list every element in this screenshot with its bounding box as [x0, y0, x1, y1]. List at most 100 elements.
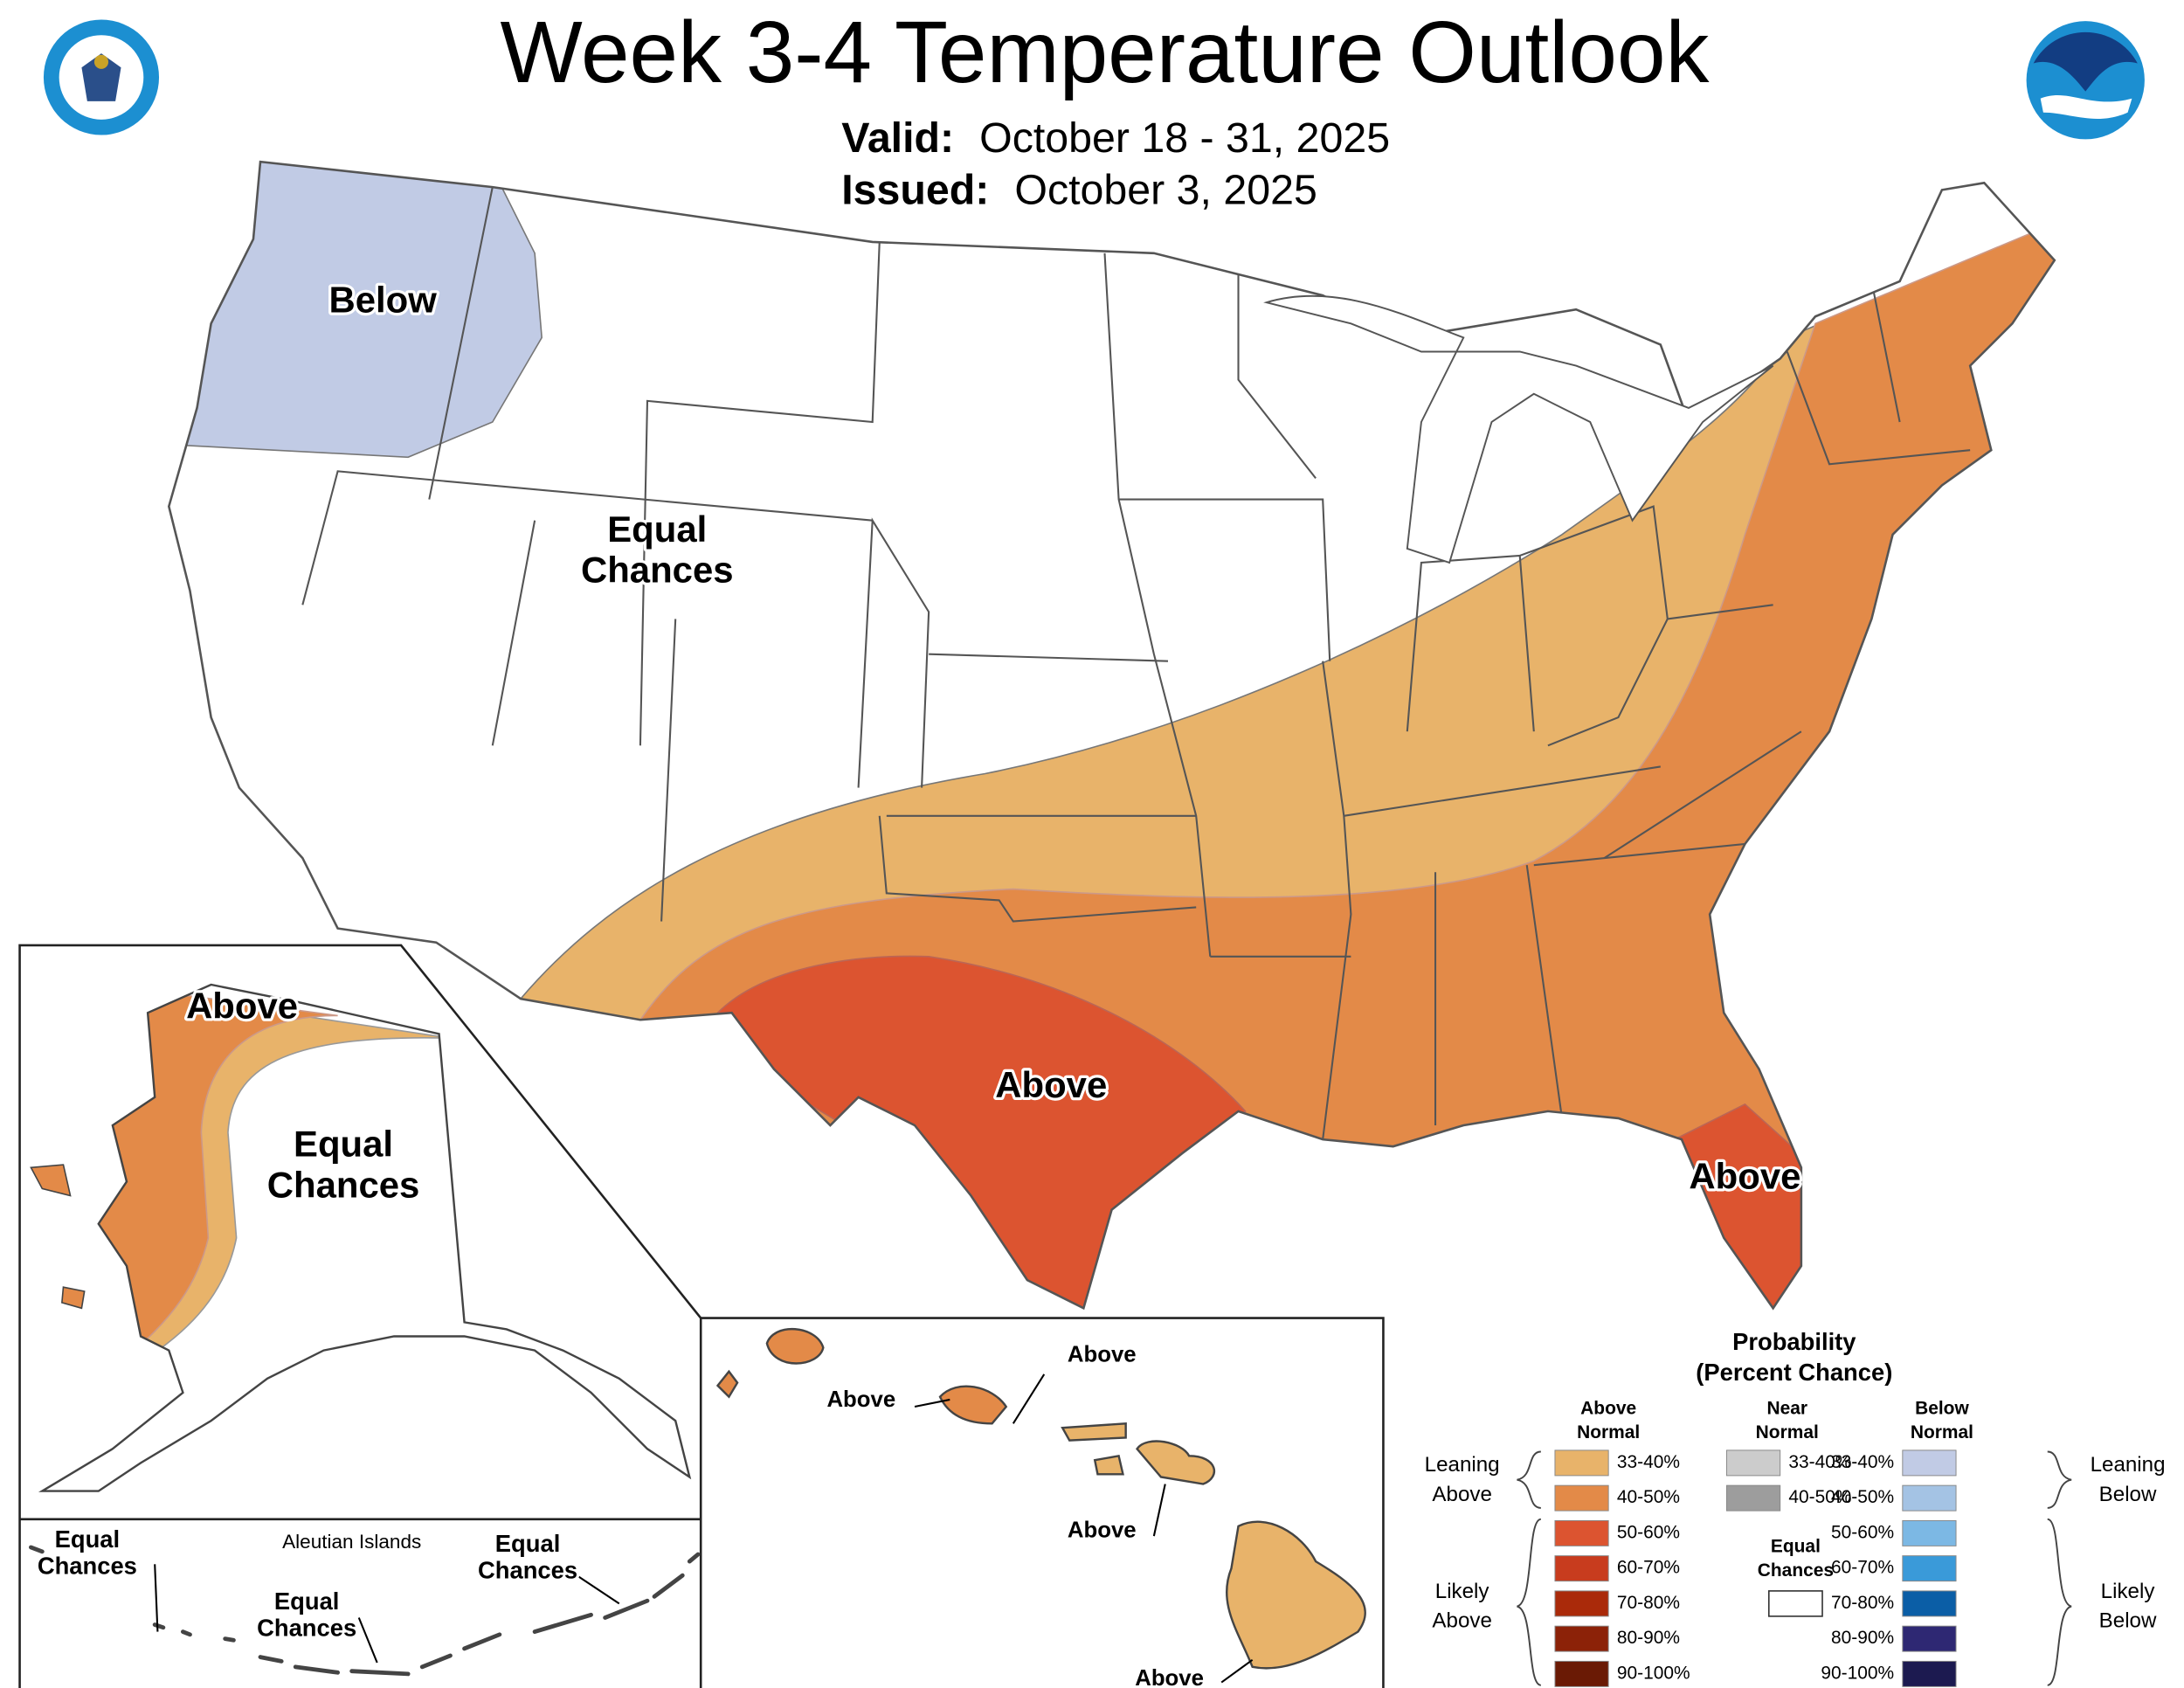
legend-group: Likely	[2101, 1580, 2156, 1603]
state-border	[1525, 865, 1564, 1119]
legend-row-label: 60-70%	[1831, 1558, 1894, 1578]
state-border	[1237, 273, 1317, 480]
text-part: Above	[1068, 1342, 1137, 1366]
legend-heading: Normal	[1911, 1422, 1973, 1442]
text-part: Chances	[38, 1553, 137, 1580]
state-border	[1870, 280, 1901, 423]
leader-lines	[914, 1373, 1254, 1684]
text-part: Above	[1068, 1519, 1137, 1543]
issued-line: Issued: October 3, 2025	[841, 166, 1317, 213]
legend-group: Likely	[1435, 1580, 1490, 1603]
hawaii-island	[765, 1327, 825, 1365]
text-part: Chances	[581, 550, 734, 591]
legend-equal: Equal	[1771, 1537, 1821, 1557]
state-border	[1344, 730, 1802, 859]
legend-swatch	[1554, 1625, 1609, 1652]
legend-heading: Below	[1915, 1399, 1969, 1419]
legend-swatch	[1725, 1484, 1781, 1512]
commerce-seal	[43, 19, 160, 135]
legend-swatch	[1725, 1449, 1781, 1477]
legend-row-label: 33-40%	[1831, 1452, 1894, 1472]
state-border	[1322, 661, 1352, 1140]
state-border	[1519, 505, 1773, 620]
text-part: Chances	[257, 1615, 356, 1642]
legend-swatch	[1902, 1519, 1957, 1546]
text-part: Above	[995, 1064, 1107, 1105]
legend-group: Leaning	[2091, 1453, 2166, 1477]
legend-heading: Normal	[1756, 1422, 1819, 1442]
legend-title: Probability	[1732, 1328, 1856, 1355]
state-border	[1547, 618, 1669, 747]
region-label: Equal Chances	[257, 1588, 356, 1642]
legend-subtitle: (Percent Chance)	[1696, 1359, 1892, 1386]
region-label: Equal Chances	[267, 1123, 420, 1205]
aleutians-title: Aleutian Islands	[282, 1531, 421, 1553]
hawaii-island	[1225, 1520, 1366, 1670]
legend-swatch	[1554, 1449, 1609, 1477]
state-border	[1406, 554, 1535, 732]
state-border	[660, 619, 677, 922]
title: Week 3-4 Temperature Outlook	[501, 4, 1711, 101]
state-border	[857, 517, 930, 788]
legend-swatch	[1554, 1660, 1609, 1687]
text-part: October 3, 2025	[1014, 166, 1317, 213]
legend-row-label: 70-80%	[1617, 1593, 1680, 1613]
alaska-island	[61, 1286, 86, 1310]
text-part: Chances	[267, 1164, 420, 1205]
alaska-outline	[38, 983, 692, 1492]
noaa-logo	[2026, 21, 2145, 140]
legend-row-label: 33-40%	[1788, 1452, 1851, 1472]
state-border	[1118, 498, 1331, 661]
hawaii-island	[715, 1369, 739, 1399]
legend-swatch	[1554, 1519, 1609, 1546]
aleutian-islands	[29, 1545, 701, 1677]
great-lakes	[1263, 294, 1774, 564]
legend-swatch	[1902, 1660, 1957, 1687]
region-label: Equal Chances	[581, 508, 734, 591]
text-part: Equal	[55, 1525, 121, 1553]
text-part: Equal	[274, 1588, 340, 1615]
legend-group: Above	[1432, 1609, 1491, 1633]
inset-frames	[18, 944, 1385, 1688]
state-border	[491, 520, 536, 746]
legend-row-label: 33-40%	[1617, 1452, 1680, 1472]
legend-row-label: 70-80%	[1831, 1593, 1894, 1613]
text-part: Above	[1689, 1155, 1800, 1196]
alaska-island	[30, 1164, 72, 1197]
legend-swatch	[1902, 1484, 1957, 1512]
region-label: Above	[995, 1064, 1107, 1105]
legend-group: Below	[2099, 1483, 2157, 1506]
text-part: Above	[1135, 1666, 1204, 1688]
legend-row-label: 80-90%	[1617, 1628, 1680, 1648]
region-label: Equal Chances	[38, 1525, 137, 1580]
legend-row-label: 40-50%	[1831, 1487, 1894, 1507]
text-part: Above	[826, 1387, 895, 1412]
legend-row-label: 90-100%	[1821, 1663, 1894, 1683]
legend-swatch	[1902, 1555, 1957, 1582]
valid-line: Valid: October 18 - 31, 2025	[841, 114, 1390, 162]
text-part: Issued:	[841, 166, 989, 213]
legend-swatch	[1554, 1484, 1609, 1512]
hawaii-island	[1061, 1422, 1127, 1442]
legend-heading: Near	[1766, 1399, 1807, 1419]
hawaii-island	[938, 1385, 1008, 1425]
state-border	[1786, 351, 1971, 466]
state-border	[1103, 253, 1212, 957]
legend-group: Above	[1432, 1483, 1491, 1506]
legend-swatch	[1554, 1590, 1609, 1617]
legend-row-label: 90-100%	[1617, 1663, 1690, 1683]
hawaii-island	[1093, 1454, 1124, 1476]
legend-heading: Normal	[1577, 1422, 1640, 1442]
legend-equal: Chances	[1758, 1560, 1834, 1581]
legend-row-label: 60-70%	[1617, 1558, 1680, 1578]
legend-swatch	[1902, 1625, 1957, 1652]
state-border	[428, 186, 494, 500]
legend-swatch	[1902, 1590, 1957, 1617]
legend-group: Below	[2099, 1609, 2157, 1633]
legend-swatch	[1768, 1590, 1823, 1617]
legend-heading: Above	[1580, 1399, 1636, 1419]
region-label: Above	[1689, 1155, 1800, 1196]
text-part: Valid:	[841, 114, 954, 162]
text-part: October 18 - 31, 2025	[979, 114, 1390, 162]
region-label: Above	[826, 1387, 895, 1412]
